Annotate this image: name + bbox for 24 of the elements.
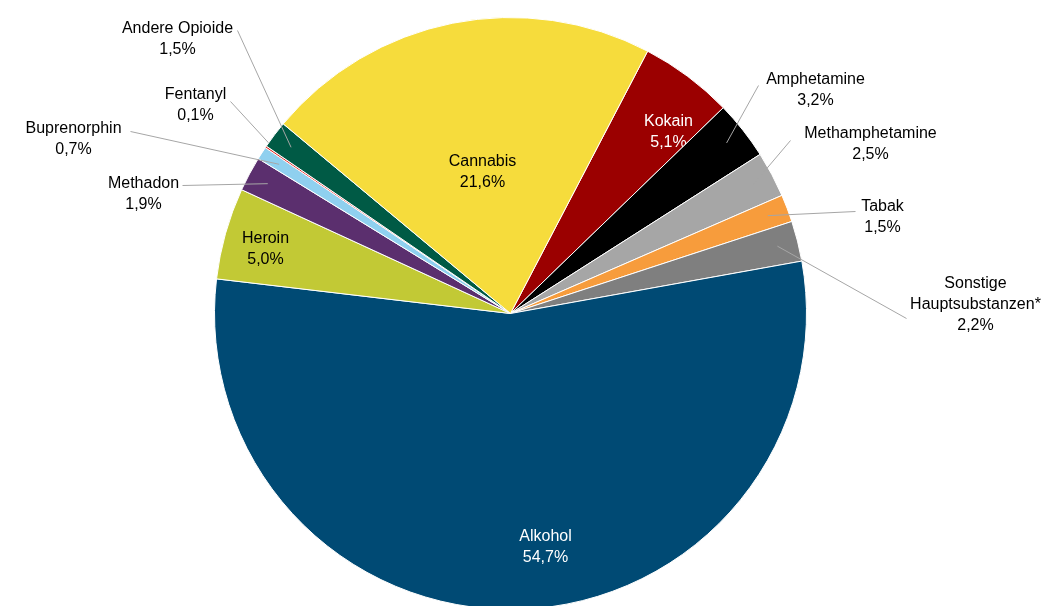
slice-label: Sonstige Hauptsubstanzen* — [910, 274, 1041, 312]
slice-label: Buprenorphin — [25, 118, 122, 136]
data-label: 1,5% — [864, 217, 901, 235]
slice-label: Kokain — [644, 111, 693, 129]
data-label: 1,9% — [125, 194, 162, 212]
slice-label: Alkohol — [519, 526, 572, 544]
slice-label: Methadon — [107, 173, 180, 191]
data-label: 1,5% — [159, 39, 196, 57]
data-label: 5,1% — [650, 132, 687, 150]
data-label: 5,0% — [247, 249, 284, 267]
data-label: 21,6% — [459, 172, 506, 190]
data-label: 2,2% — [957, 316, 994, 333]
slice-label: Amphetamine — [766, 69, 865, 87]
slice-label: Methamphetamine — [804, 123, 937, 141]
data-label: 0,7% — [55, 139, 92, 157]
data-label: 0,1% — [177, 105, 214, 123]
slice-label: Cannabis — [448, 151, 517, 169]
slice-label: Tabak — [861, 196, 905, 214]
data-label: 3,2% — [797, 90, 834, 108]
data-label: 2,5% — [852, 144, 889, 162]
data-label: 54,7% — [522, 547, 569, 565]
slice-label: Heroin — [241, 228, 290, 246]
slice-label: Andere Opioide — [121, 18, 234, 36]
slice-label: Fentanyl — [164, 84, 227, 102]
